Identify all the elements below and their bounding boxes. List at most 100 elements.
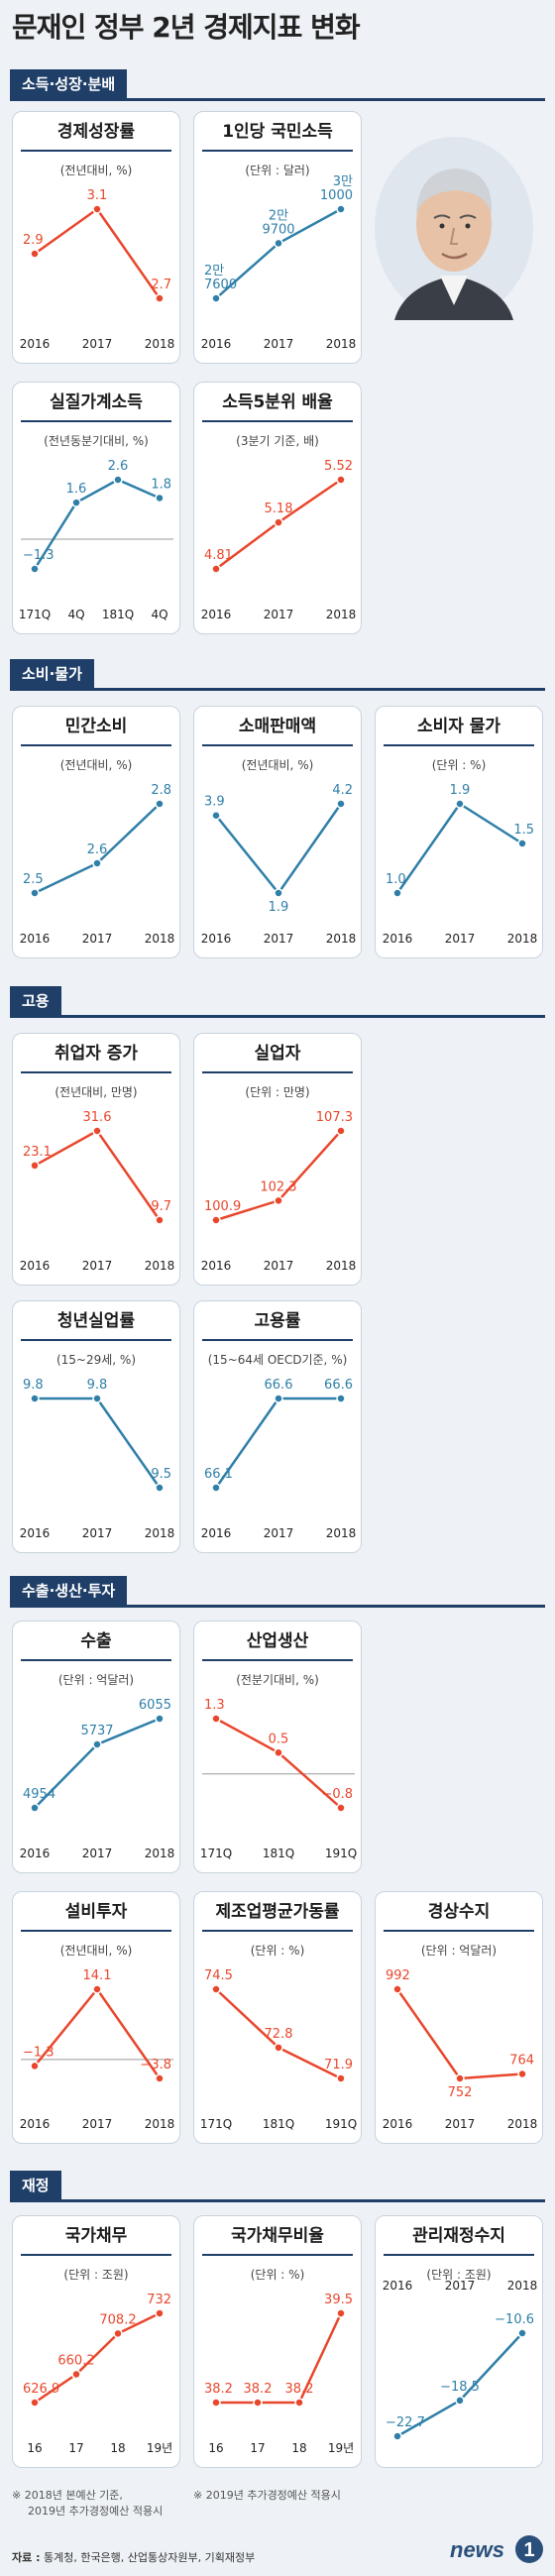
data-point: [30, 249, 40, 259]
footnote-line: ※ 2019년 추가경정예산 적용시: [193, 2489, 341, 2502]
data-point: [211, 1215, 221, 1225]
data-label: −1.3: [23, 548, 55, 563]
data-label: 660.2: [57, 2353, 94, 2368]
data-point: [274, 2043, 283, 2053]
data-point: [211, 564, 221, 574]
data-label: 4.2: [332, 783, 353, 798]
data-label: 31.6: [83, 1110, 112, 1125]
tick-label: 2017: [445, 932, 476, 946]
series-line: [214, 1397, 341, 1489]
data-label: 38.2: [204, 2382, 233, 2397]
data-label: 9.8: [23, 1378, 44, 1393]
tick-label: 2018: [507, 2117, 538, 2131]
data-point: [92, 1984, 102, 1994]
series-line: [33, 478, 161, 570]
chart-unit: (단위 : 조원): [63, 2268, 129, 2282]
tick-label: 2017: [264, 337, 294, 351]
data-point: [211, 293, 221, 303]
data-point: [392, 888, 402, 898]
data-label: 5.52: [324, 459, 353, 474]
data-point: [455, 2396, 465, 2406]
series-line: [35, 1397, 162, 1489]
data-label: 9.8: [87, 1378, 108, 1393]
line-chart-cpi: 1.0 1.9 1.5 2016 2017 2018: [383, 783, 538, 946]
data-label: −18.5: [440, 2380, 480, 2395]
line-chart-private: 2.5 2.6 2.8 2016 2017 2018: [20, 783, 175, 946]
data-label: 39.5: [324, 2293, 353, 2307]
data-point: [155, 293, 165, 303]
chart-unit: (단위 : 억달러): [57, 1673, 135, 1687]
series-line: [216, 2312, 343, 2405]
data-point: [92, 1739, 102, 1749]
tick-label: 2018: [326, 1526, 357, 1540]
data-label: 107.3: [316, 1110, 353, 1125]
data-label: 14.1: [83, 1968, 112, 1983]
section-header-income: 소득·성장·분배: [10, 69, 545, 101]
tick-label: 2017: [82, 2117, 113, 2131]
line-chart-debtratio: 38.2 38.2 38.2 39.5 16 17 18 19년: [204, 2293, 354, 2455]
data-label: 66.1: [204, 1467, 233, 1482]
data-point: [517, 2069, 527, 2079]
data-point: [211, 1483, 221, 1493]
tick-label: 2018: [507, 2279, 538, 2293]
chart-title: 실업자: [202, 1034, 353, 1073]
tick-label: 18: [110, 2441, 125, 2455]
data-point: [211, 1714, 221, 1724]
tick-label: 2016: [20, 337, 51, 351]
data-label: 752: [448, 2085, 473, 2100]
chart-title: 소득5분위 배율: [202, 383, 353, 422]
chart-card-debt: 국가채무 (단위 : 조원) 626.9 660.2 708.2 732 16 17 18 19년: [12, 2215, 180, 2468]
section-header-employment: 고용: [10, 986, 545, 1018]
tick-label: 2017: [82, 1526, 113, 1540]
section-label: 수출·생산·투자: [10, 1576, 128, 1606]
tick-label: 17: [68, 2441, 83, 2455]
sources-label: 자료 :: [12, 2551, 41, 2564]
chart-title: 경상수지: [384, 1892, 534, 1932]
series-line: [34, 1129, 162, 1221]
tick-label: 181Q: [263, 2117, 294, 2131]
tick-label: 16: [27, 2441, 42, 2455]
logo-mark: 1: [523, 2539, 534, 2561]
data-label: −1.3: [23, 2045, 55, 2060]
chart-title: 산업생산: [202, 1622, 353, 1661]
tick-label: 2017: [445, 2279, 476, 2293]
data-point: [336, 2308, 346, 2318]
data-label: 2만: [269, 208, 288, 223]
chart-card-household: 실질가계소득 (전년동분기대비, %) −1.3 1.6 2.6 1.8 171Q 4Q 181…: [12, 382, 180, 634]
chart-card-cpi: 소비자 물가 (단위 : %) 1.0 1.9 1.5 2016 2017 2018: [375, 706, 543, 958]
data-point: [155, 1215, 165, 1225]
line-chart-quintile: 4.81 5.18 5.52 2016 2017 2018: [201, 459, 357, 621]
line-chart-household: −1.3 1.6 2.6 1.8 171Q 4Q 181Q 4Q: [19, 459, 173, 621]
tick-label: 2017: [264, 1259, 294, 1273]
chart-title: 1인당 국민소득: [202, 112, 353, 152]
chart-card-growth: 경제성장률 (전년대비, %) 2.9 3.1 2.7 2016 2017 2018: [12, 111, 180, 364]
data-point: [274, 888, 283, 898]
data-label: 4954: [23, 1787, 56, 1802]
data-point: [30, 2398, 40, 2408]
logo-text: news: [450, 2537, 504, 2562]
tick-label: 2016: [20, 932, 51, 946]
data-label: 1.3: [204, 1698, 225, 1713]
tick-label: 2018: [145, 932, 175, 946]
chart-unit: (단위 : %): [250, 2268, 305, 2282]
footnote-debt: ※ 2018년 본예산 기준, 2019년 추가경정예산 적용시: [12, 2488, 163, 2520]
chart-card-gni: 1인당 국민소득 (단위 : 달러) 2만 7600 2만 9700 3만 1000 2016 2…: [193, 111, 362, 364]
data-point: [274, 238, 283, 249]
section-label: 고용: [10, 986, 61, 1016]
chart-unit: (전년동분기대비, %): [44, 434, 149, 448]
tick-label: 2017: [82, 337, 113, 351]
data-point: [336, 799, 346, 809]
chart-title: 국가채무비율: [202, 2216, 353, 2256]
data-point: [336, 2073, 346, 2083]
tick-label: 2018: [145, 1259, 175, 1273]
section-header-consumption: 소비·물가: [10, 659, 545, 691]
data-point: [30, 888, 40, 898]
data-label: 6055: [139, 1698, 171, 1713]
portrait-illustration: [375, 137, 533, 320]
tick-label: 2018: [507, 932, 538, 946]
chart-unit: (단위 : %): [431, 758, 487, 772]
tick-label: 2018: [326, 932, 357, 946]
line-chart-capex: −1.3 14.1 −3.8 2016 2017 2018: [20, 1968, 175, 2131]
data-point: [517, 839, 527, 848]
data-label: 2만: [204, 264, 224, 279]
